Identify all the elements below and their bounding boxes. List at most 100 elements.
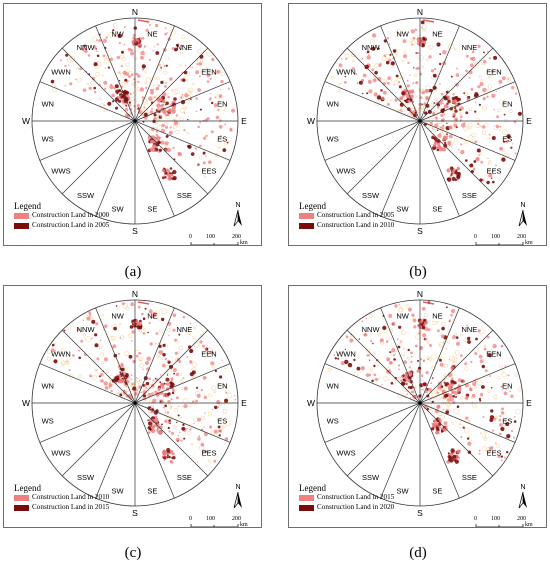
existing-construction-patch [470,360,473,363]
existing-construction-patch [155,343,157,345]
existing-construction-patch [386,359,390,362]
new-construction-patch [161,423,163,426]
new-construction-patch [171,391,175,395]
existing-construction-patch [406,393,409,395]
existing-construction-patch [382,82,386,86]
new-construction-patch [188,345,192,349]
new-construction-patch [431,400,434,404]
existing-construction-patch [469,387,473,392]
sector-label: NNW [362,325,381,334]
existing-construction-patch [362,73,367,78]
north-arrow: N [516,484,530,510]
sector-divider [134,120,175,217]
new-construction-patch [168,419,171,422]
center-point [133,119,137,123]
existing-construction-patch [116,55,121,60]
sector-divider [39,81,136,122]
existing-construction-patch [421,388,424,391]
new-construction-patch [479,399,482,402]
sector-label: SW [397,486,410,495]
new-construction-patch [441,326,445,331]
new-construction-patch [450,75,453,78]
existing-construction-patch [479,82,484,87]
existing-construction-patch [158,136,161,139]
new-construction-patch [183,437,186,440]
new-construction-patch [442,108,446,111]
scale-bar: 0 100 200 km [184,516,258,527]
existing-construction-patch [493,109,495,111]
sector-label: NW [111,30,124,39]
new-construction-patch [128,354,133,359]
new-construction-patch [172,456,176,460]
sector-divider [134,402,231,443]
existing-construction-patch [436,404,441,409]
existing-construction-patch [167,113,170,117]
existing-construction-patch [198,62,203,66]
new-construction-patch [486,180,490,185]
sector-divider [419,402,494,477]
new-construction-patch [478,397,481,401]
existing-construction-patch [93,45,97,49]
existing-construction-patch [379,338,384,343]
existing-construction-patch [175,437,180,442]
new-construction-patch [222,148,227,153]
existing-construction-patch [137,305,141,309]
existing-construction-patch [368,54,370,56]
new-construction-patch [165,377,170,382]
legend-label: Construction Land in 2015 [32,503,110,511]
existing-construction-patch [400,379,403,382]
existing-construction-patch [510,394,514,398]
existing-construction-patch [492,343,497,349]
existing-construction-patch [486,335,490,339]
new-construction-patch [454,459,459,464]
new-construction-patch [490,177,493,179]
existing-construction-patch [209,350,214,355]
scale-bar: 0 100 200 km [184,234,258,245]
existing-construction-patch [392,347,394,349]
new-construction-patch [413,67,415,69]
existing-construction-patch [186,427,188,430]
new-construction-patch [455,126,458,129]
existing-construction-patch [407,378,411,383]
existing-construction-patch [141,36,145,40]
existing-construction-patch [80,339,84,343]
existing-construction-patch [466,324,469,327]
sector-label: NE [432,30,442,39]
new-construction-patch [145,381,150,386]
existing-construction-patch [105,36,108,39]
new-construction-patch [165,64,168,67]
existing-construction-patch [177,151,181,156]
new-construction-patch [218,434,221,437]
new-construction-patch [446,133,448,136]
new-construction-patch [173,97,177,101]
existing-construction-patch [220,79,224,84]
existing-construction-patch [448,385,452,390]
new-construction-patch [362,92,364,95]
existing-construction-patch [448,134,453,139]
legend-swatch [299,505,314,511]
existing-construction-patch [432,112,436,116]
existing-construction-patch [163,393,166,396]
new-construction-patch [167,392,171,396]
existing-construction-patch [372,78,377,83]
existing-construction-patch [424,337,428,341]
new-construction-patch [124,78,128,82]
existing-construction-patch [407,61,410,65]
new-construction-patch [199,54,204,59]
scale-tick-label: 200 [517,516,526,522]
existing-construction-patch [450,309,456,314]
new-construction-patch [147,419,150,422]
existing-construction-patch [443,421,448,426]
new-construction-patch [456,405,460,408]
existing-construction-patch [455,83,459,87]
existing-construction-patch [110,389,113,393]
existing-construction-patch [482,60,487,64]
existing-construction-patch [398,364,400,367]
existing-construction-patch [102,38,107,43]
existing-construction-patch [405,94,410,99]
existing-construction-patch [170,398,173,401]
existing-construction-patch [480,160,484,164]
existing-construction-patch [218,124,223,129]
existing-construction-patch [154,390,158,394]
existing-construction-patch [142,390,147,395]
